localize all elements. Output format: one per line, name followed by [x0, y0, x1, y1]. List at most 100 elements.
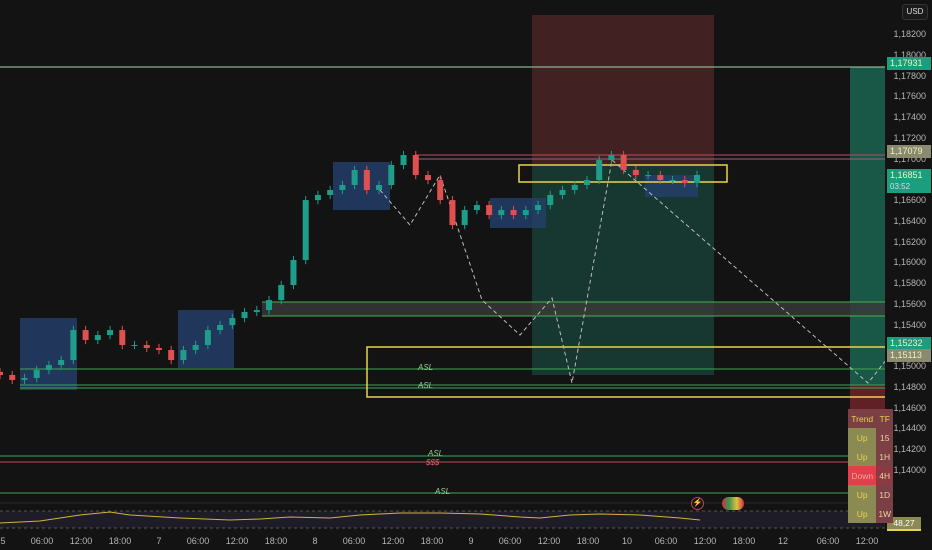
currency-button[interactable]: USD	[902, 4, 928, 20]
price-tick: 1,15600	[893, 298, 926, 309]
candle	[388, 164, 395, 186]
trend-row: Up 15	[848, 428, 893, 447]
level-label: ASL	[428, 449, 444, 458]
candle	[694, 174, 700, 184]
rsi-value-tag: 48,27	[887, 517, 921, 531]
time-tick: 12:00	[537, 536, 561, 546]
timeframe: 15	[876, 428, 893, 447]
time-tick: 8	[312, 536, 318, 546]
trend-value: Up	[848, 485, 877, 504]
time-tick: 06:00	[342, 536, 366, 546]
candle	[58, 360, 65, 366]
price-tag: 1,16851 03:52	[887, 168, 931, 193]
trend-header: Trend	[851, 413, 874, 424]
price-tick: 1,17600	[893, 91, 926, 102]
trend-value: Up	[848, 447, 877, 466]
time-tick: 12:00	[855, 536, 879, 546]
candle	[351, 169, 358, 186]
lightning-icon[interactable]: ⚡	[691, 497, 704, 510]
order-block	[20, 318, 77, 390]
price-tick: 1,15800	[893, 278, 926, 288]
time-tick: 18:00	[264, 536, 288, 546]
time-tick: 5	[0, 536, 6, 546]
candle	[657, 175, 664, 181]
candle	[119, 330, 126, 346]
price-tag-value: 1,16851	[890, 169, 923, 180]
time-tick: 12:00	[225, 536, 249, 546]
candle	[632, 169, 639, 176]
price-tick: 1,15400	[893, 319, 926, 330]
candle	[486, 205, 493, 216]
candle	[180, 349, 187, 361]
candle	[620, 155, 627, 170]
candle	[241, 312, 248, 319]
candle	[131, 345, 138, 347]
trend-value: Up	[848, 428, 877, 447]
trend-row: Up 1W	[848, 504, 893, 523]
highlight-box	[366, 346, 932, 398]
candle	[217, 324, 224, 331]
price-tick: 1,16400	[893, 215, 926, 226]
candle	[266, 300, 273, 311]
candle	[82, 330, 89, 341]
level-label: ASL	[418, 363, 434, 372]
candle	[510, 210, 517, 216]
price-tick: 1,14800	[893, 381, 926, 392]
candle	[681, 180, 688, 184]
price-tick: 1,16000	[893, 257, 926, 268]
timeframe: 1H	[876, 447, 893, 466]
candle	[290, 260, 297, 286]
candle	[461, 210, 468, 226]
candle	[9, 374, 16, 380]
candle	[473, 205, 480, 211]
price-tick: 1,17000	[893, 153, 926, 164]
rsi-band	[0, 511, 885, 528]
trend-row: Up 1D	[848, 485, 893, 504]
time-tick: 12:00	[381, 536, 405, 546]
price-tick: 1,14600	[893, 402, 926, 413]
long-target-zone	[850, 67, 885, 385]
time-tick: 06:00	[186, 536, 210, 546]
events-icon[interactable]	[722, 497, 744, 510]
candle	[535, 205, 542, 211]
price-tag-value: 1,15113	[890, 350, 922, 361]
supply-zone	[262, 302, 885, 316]
price-tag: 1,17079	[887, 145, 931, 159]
time-tick: 12	[777, 536, 789, 546]
time-tick: 12:00	[69, 536, 93, 546]
candle	[168, 349, 175, 361]
price-tick: 1,14200	[893, 444, 926, 454]
candle	[498, 210, 505, 216]
candle	[21, 377, 28, 380]
candle	[94, 335, 101, 341]
candle	[253, 310, 260, 313]
projection-path	[379, 159, 899, 384]
tf-header: TF	[879, 413, 890, 424]
time-tick: 06:00	[816, 536, 840, 546]
candle	[547, 194, 554, 206]
time-tick: 06:00	[30, 536, 54, 546]
candle	[669, 180, 676, 182]
candle	[645, 175, 652, 177]
candle	[596, 160, 603, 181]
price-tag: 1,15232	[887, 336, 931, 350]
candle	[204, 330, 211, 346]
price-tick: 1,14000	[893, 464, 926, 475]
candle	[583, 180, 590, 186]
level-label: ASL	[435, 487, 451, 496]
timeframe: 4H	[876, 466, 893, 485]
candle	[522, 210, 529, 216]
time-tick: 18:00	[420, 536, 444, 546]
candle	[363, 169, 370, 191]
candle	[33, 370, 40, 378]
price-tick: 1,17200	[893, 132, 926, 143]
level-label: $$$	[426, 458, 440, 467]
candle	[0, 371, 3, 375]
time-tick: 7	[156, 536, 162, 546]
candle	[192, 345, 199, 350]
time-tick: 18:00	[108, 536, 132, 546]
price-tag-value: 1,17079	[890, 146, 923, 157]
trend-value: Up	[848, 504, 877, 523]
candle	[608, 155, 615, 161]
